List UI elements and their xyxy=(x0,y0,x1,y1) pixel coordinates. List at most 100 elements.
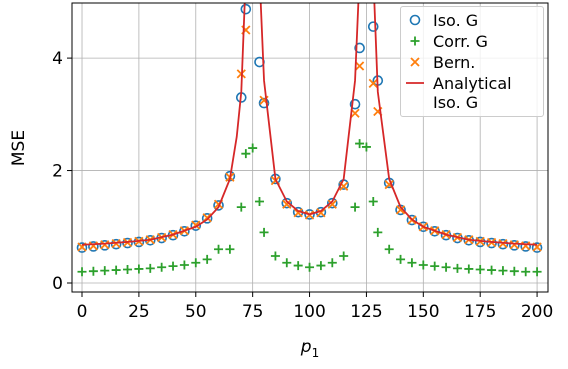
circle-marker xyxy=(258,97,270,109)
circle-marker xyxy=(406,214,418,226)
circle-marker xyxy=(201,213,213,224)
x-tick-label: 175 xyxy=(464,302,496,322)
plus-marker xyxy=(157,262,167,272)
x-axis-label-sub: 1 xyxy=(312,346,320,360)
plus-marker xyxy=(88,266,98,276)
plus-marker xyxy=(145,263,155,273)
y-axis-label: MSE xyxy=(9,130,29,166)
x-marker xyxy=(410,57,420,67)
plus-marker xyxy=(441,262,451,272)
plus-marker xyxy=(498,266,508,276)
circle-marker xyxy=(179,225,190,237)
circle-marker xyxy=(520,241,532,252)
plus-marker xyxy=(259,227,269,237)
x-marker xyxy=(282,199,292,209)
circle-marker xyxy=(99,240,111,251)
circle-marker xyxy=(240,3,252,15)
plus-marker xyxy=(270,251,280,261)
plus-marker xyxy=(77,267,87,277)
x-tick-label: 25 xyxy=(128,302,150,322)
legend-icon xyxy=(409,14,421,26)
plus-marker xyxy=(241,149,251,159)
plus-marker xyxy=(134,264,144,274)
x-axis-label-base: p xyxy=(300,337,312,357)
legend-item: Corr. G xyxy=(405,32,539,51)
legend-item: Analytical Iso. G xyxy=(405,74,539,112)
legend-label: Iso. G xyxy=(433,11,479,30)
x-marker xyxy=(509,240,519,250)
plus-marker xyxy=(225,244,235,254)
circle-marker xyxy=(354,42,365,54)
plus-marker xyxy=(316,261,326,271)
plus-marker xyxy=(111,265,121,275)
plus-marker xyxy=(509,266,519,276)
plus-marker xyxy=(305,262,315,272)
plus-marker xyxy=(327,258,337,268)
analytical-line xyxy=(81,3,538,246)
x-marker xyxy=(327,199,337,209)
legend-icon xyxy=(406,82,424,84)
x-tick-label: 125 xyxy=(350,302,382,322)
circle-marker xyxy=(213,200,224,211)
circle-marker xyxy=(88,241,99,252)
circle-marker xyxy=(349,98,361,110)
plot-frame xyxy=(71,2,549,293)
plus-marker xyxy=(475,265,485,275)
plus-marker xyxy=(248,143,258,153)
plus-marker xyxy=(179,260,189,270)
plus-marker xyxy=(532,267,542,277)
x-marker xyxy=(368,78,378,89)
x-marker xyxy=(354,61,365,71)
x-marker xyxy=(395,205,406,215)
circle-marker xyxy=(326,197,338,209)
y-tick-label: 0 xyxy=(52,274,63,294)
plus-marker xyxy=(339,251,349,261)
plus-marker xyxy=(168,261,178,271)
circle-marker xyxy=(190,220,202,231)
plus-marker xyxy=(410,36,420,46)
plus-marker xyxy=(396,254,406,264)
circle-marker xyxy=(281,197,293,209)
x-tick-label: 75 xyxy=(242,302,264,322)
legend-label: Analytical Iso. G xyxy=(433,74,512,112)
circle-marker xyxy=(76,242,88,253)
x-tick-label: 100 xyxy=(293,302,325,322)
x-marker xyxy=(293,208,303,218)
plus-marker xyxy=(202,254,212,264)
plus-marker xyxy=(282,258,292,268)
circle-marker xyxy=(304,209,315,220)
plus-marker xyxy=(355,139,365,149)
plus-marker xyxy=(430,261,440,271)
x-marker xyxy=(88,241,99,251)
x-tick-label: 150 xyxy=(407,302,439,322)
plus-marker xyxy=(384,244,394,254)
legend-icon xyxy=(410,57,420,67)
x-tick-label: 0 xyxy=(77,302,88,322)
plus-marker xyxy=(236,202,246,212)
x-tick-label: 50 xyxy=(185,302,207,322)
x-marker xyxy=(316,208,326,218)
legend-item: Bern. xyxy=(405,53,539,72)
legend-icon xyxy=(410,36,420,46)
circle-marker xyxy=(509,240,520,251)
x-axis-label: p1 xyxy=(300,337,319,360)
plus-marker xyxy=(464,264,474,274)
circle-marker xyxy=(531,242,543,253)
plus-marker xyxy=(452,263,462,273)
plus-marker xyxy=(350,202,360,212)
plus-marker xyxy=(487,265,497,275)
plus-marker xyxy=(123,265,133,275)
plus-marker xyxy=(254,196,264,206)
y-tick-label: 4 xyxy=(52,49,63,69)
plus-marker xyxy=(191,258,201,268)
plot-area xyxy=(76,3,543,277)
legend: Iso. G Corr. G Bern. Analytical Iso. G xyxy=(400,6,544,117)
circle-marker xyxy=(497,238,509,250)
plus-marker xyxy=(373,227,383,237)
x-marker xyxy=(521,241,531,251)
plus-marker xyxy=(361,142,371,152)
plus-marker xyxy=(368,196,378,206)
plus-marker xyxy=(214,244,224,254)
plus-marker xyxy=(521,267,531,277)
